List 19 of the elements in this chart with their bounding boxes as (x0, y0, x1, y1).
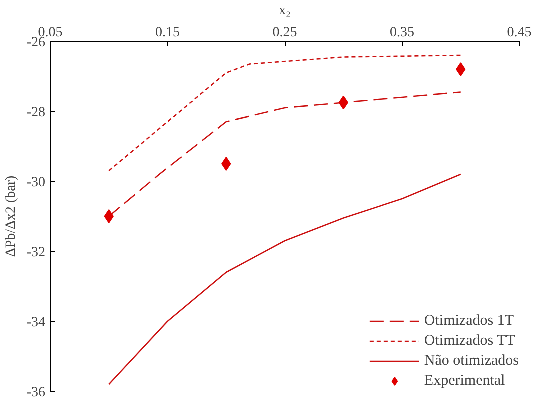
y-tick-label: -28 (26, 106, 46, 120)
legend-label: Não otimizados (424, 352, 519, 370)
y-tick-label: -36 (26, 386, 46, 400)
x-tick-label: 0.25 (272, 26, 298, 40)
x-tick-label: 0.35 (390, 26, 414, 40)
legend-label: Experimental (424, 372, 506, 390)
y-tick-label: -34 (26, 316, 46, 330)
point (456, 62, 466, 76)
legend-label: Otimizados 1T (424, 312, 514, 330)
x-tick-label: 0.45 (507, 26, 532, 40)
y-tick-label: -32 (26, 246, 46, 260)
point (222, 157, 232, 171)
y-axis-title: ΔPb/Δx2 (bar) (4, 175, 19, 258)
line-series (108, 54, 462, 172)
legend-label: Otimizados TT (424, 332, 516, 350)
x-tick-label: 0.15 (156, 26, 180, 40)
x-axis-title: x₂ (279, 4, 292, 18)
y-tick-label: -30 (26, 176, 46, 190)
point (104, 210, 114, 224)
